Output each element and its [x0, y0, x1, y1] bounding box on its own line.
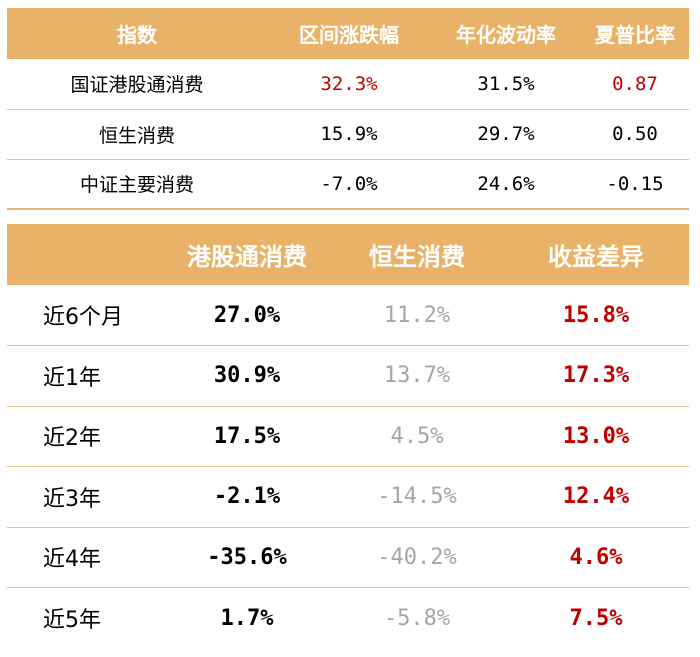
range-change: -7.0%: [320, 172, 378, 195]
return-difference: 4.6%: [569, 544, 623, 570]
return-difference: 17.3%: [562, 363, 630, 389]
hk-connect-return: -35.6%: [207, 544, 287, 570]
sharpe-ratio: 0.87: [612, 72, 658, 95]
index-comparison-table: 指数 区间涨跌幅 年化波动率 夏普比率 国证港股通消费 32.3% 31.5% …: [7, 8, 689, 210]
hk-connect-return: 27.0%: [213, 302, 281, 328]
period-label: 近1年: [43, 365, 101, 391]
header-hk-connect-consumer: 港股通消费: [187, 243, 307, 271]
table-row: 近3年 -2.1% -14.5% 12.4%: [7, 467, 689, 527]
return-difference: 12.4%: [562, 484, 630, 510]
table-row: 近1年 30.9% 13.7% 17.3%: [7, 346, 689, 406]
annual-volatility: 31.5%: [477, 72, 535, 95]
header-annual-volatility: 年化波动率: [456, 23, 556, 47]
header-period: [7, 224, 163, 285]
returns-comparison-table: 港股通消费 恒生消费 收益差异 近6个月 27.0% 11.2% 15.8% 近…: [7, 224, 689, 648]
hk-connect-return: 30.9%: [213, 363, 281, 389]
period-label: 近3年: [43, 486, 101, 512]
hk-connect-return: 1.7%: [220, 605, 274, 631]
period-label: 近5年: [43, 608, 101, 633]
table-row: 中证主要消费 -7.0% 24.6% -0.15: [7, 159, 689, 209]
period-label: 近2年: [43, 426, 101, 452]
header-sharpe-ratio: 夏普比率: [595, 23, 675, 47]
hk-connect-return: 17.5%: [213, 423, 281, 449]
annual-volatility: 29.7%: [477, 123, 535, 145]
index-name: 国证港股通消费: [70, 74, 204, 97]
header-hang-seng-consumer: 恒生消费: [369, 243, 465, 271]
header-return-difference: 收益差异: [548, 243, 644, 271]
table-row: 近2年 17.5% 4.5% 13.0%: [7, 406, 689, 467]
hang-seng-return: -40.2%: [377, 544, 457, 570]
annual-volatility: 24.6%: [477, 172, 535, 195]
index-name: 恒生消费: [98, 124, 175, 147]
index-table-header-row: 指数 区间涨跌幅 年化波动率 夏普比率: [7, 8, 689, 59]
sharpe-ratio: -0.15: [606, 172, 664, 195]
table-row: 恒生消费 15.9% 29.7% 0.50: [7, 109, 689, 159]
return-difference: 7.5%: [569, 605, 623, 631]
hang-seng-return: 11.2%: [383, 302, 451, 328]
returns-table-header-row: 港股通消费 恒生消费 收益差异: [7, 224, 689, 285]
return-difference: 13.0%: [562, 423, 630, 449]
hk-connect-return: -2.1%: [213, 484, 281, 510]
table-row: 国证港股通消费 32.3% 31.5% 0.87: [7, 59, 689, 109]
index-name: 中证主要消费: [79, 174, 194, 197]
table-row: 近5年 1.7% -5.8% 7.5%: [7, 588, 689, 649]
header-index: 指数: [117, 23, 157, 47]
hang-seng-return: -14.5%: [377, 484, 457, 510]
range-change: 15.9%: [320, 123, 378, 145]
hang-seng-return: -5.8%: [383, 605, 451, 631]
sharpe-ratio: 0.50: [612, 123, 658, 145]
period-label: 近4年: [43, 547, 101, 573]
period-label: 近6个月: [43, 305, 123, 330]
table-row: 近6个月 27.0% 11.2% 15.8%: [7, 285, 689, 346]
table-row: 近4年 -35.6% -40.2% 4.6%: [7, 527, 689, 588]
return-difference: 15.8%: [562, 302, 630, 328]
header-range-change: 区间涨跌幅: [299, 23, 399, 47]
hang-seng-return: 4.5%: [390, 423, 444, 449]
range-change: 32.3%: [320, 72, 378, 95]
hang-seng-return: 13.7%: [383, 363, 451, 389]
